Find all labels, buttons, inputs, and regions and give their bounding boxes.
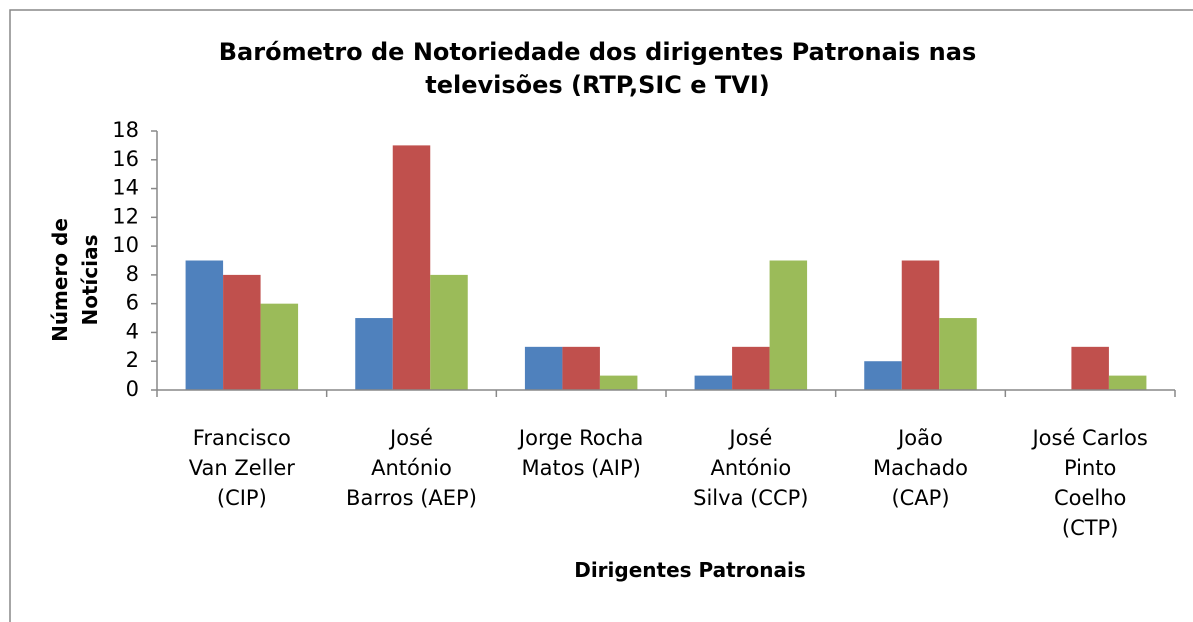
y-tick-label: 16 bbox=[112, 147, 139, 171]
y-tick-label: 4 bbox=[126, 319, 139, 343]
bar bbox=[901, 260, 940, 390]
y-tick-label: 2 bbox=[126, 348, 139, 372]
y-tick-label: 6 bbox=[126, 291, 139, 315]
chart-title: Barómetro de Notoriedade dos dirigentes … bbox=[218, 38, 977, 99]
x-tick-label: José António Barros (AEP) bbox=[346, 426, 477, 510]
x-tick-label: José Carlos Pinto Coelho (CTP) bbox=[1032, 426, 1148, 540]
bar bbox=[185, 260, 224, 390]
bar bbox=[260, 303, 299, 390]
bar bbox=[430, 274, 468, 390]
bar bbox=[524, 346, 563, 390]
bar bbox=[1108, 375, 1147, 390]
x-tick-label: Francisco Van Zeller (CIP) bbox=[188, 426, 295, 510]
y-tick-label: 14 bbox=[112, 176, 139, 200]
bar bbox=[562, 346, 600, 390]
y-axis-label: Número de Notícias bbox=[48, 218, 102, 342]
x-tick-label: José António Silva (CCP) bbox=[693, 426, 809, 510]
bar bbox=[355, 318, 393, 390]
bar bbox=[939, 318, 977, 390]
bar bbox=[599, 375, 638, 390]
y-tick-label: 8 bbox=[126, 262, 139, 286]
bar bbox=[864, 361, 902, 390]
x-axis-label: Dirigentes Patronais bbox=[574, 558, 806, 582]
y-tick-label: 18 bbox=[112, 118, 139, 142]
x-tick-label: João Machado (CAP) bbox=[873, 426, 968, 510]
bar bbox=[732, 346, 770, 390]
x-tick-label: Jorge Rocha Matos (AIP) bbox=[518, 426, 644, 480]
bar bbox=[223, 274, 261, 390]
bar bbox=[392, 145, 431, 390]
bar bbox=[694, 375, 733, 390]
y-tick-label: 0 bbox=[126, 377, 139, 401]
bar bbox=[769, 260, 808, 390]
chart-border bbox=[9, 9, 1193, 622]
y-tick-label: 10 bbox=[112, 233, 139, 257]
y-tick-label: 12 bbox=[112, 204, 139, 228]
bar bbox=[1071, 346, 1109, 390]
